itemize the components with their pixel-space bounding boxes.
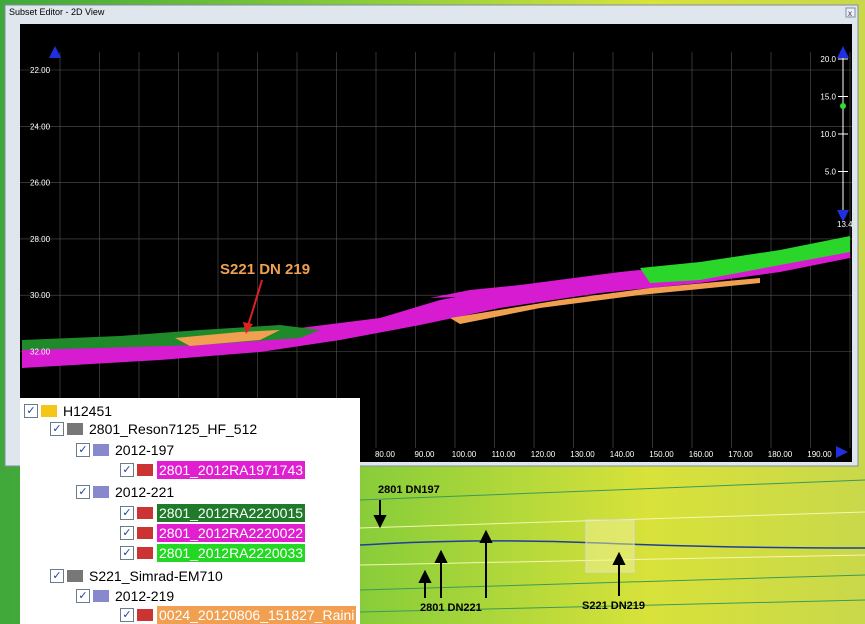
x-tick-label: 180.00	[768, 450, 793, 459]
tree-label[interactable]: 0024_20120806_151827_Raini	[157, 606, 356, 624]
tree-label[interactable]: 2012-197	[113, 441, 176, 459]
window-title: Subset Editor - 2D View	[9, 7, 105, 17]
tree-label[interactable]: 2801_Reson7125_HF_512	[87, 420, 259, 438]
checkbox[interactable]: ✓	[24, 404, 38, 418]
tree-item[interactable]: ✓ 2801_Reson7125_HF_512	[50, 420, 259, 438]
scale-label: 15.0	[820, 93, 836, 102]
tree-icon	[137, 507, 153, 519]
x-tick-label: 80.00	[375, 450, 396, 459]
x-tick-label: 100.00	[452, 450, 477, 459]
checkbox[interactable]: ✓	[120, 463, 134, 477]
tree-icon	[93, 444, 109, 456]
tree-icon	[137, 464, 153, 476]
map-annotation: S221 DN219	[582, 600, 645, 612]
tree-icon	[41, 405, 57, 417]
checkbox[interactable]: ✓	[76, 589, 90, 603]
tree-item[interactable]: ✓ 2801_2012RA1971743	[120, 461, 305, 479]
tree-icon	[67, 570, 83, 582]
scale-value: 13.4	[837, 220, 853, 229]
checkbox[interactable]: ✓	[76, 485, 90, 499]
tree-icon	[93, 486, 109, 498]
y-tick-label: 30.00	[30, 291, 51, 300]
x-tick-label: 140.00	[610, 450, 635, 459]
y-tick-label: 22.00	[30, 66, 51, 75]
checkbox[interactable]: ✓	[120, 546, 134, 560]
checkbox[interactable]: ✓	[120, 506, 134, 520]
tree-panel: ✓ H12451 ✓ 2801_Reson7125_HF_512 ✓ 2012-197 ✓ 2…	[20, 398, 360, 624]
checkbox[interactable]: ✓	[120, 608, 134, 622]
tree-item[interactable]: ✓ 2801_2012RA2220022	[120, 524, 305, 542]
tree-icon	[93, 590, 109, 602]
tree-label[interactable]: 2801_2012RA2220033	[157, 544, 305, 562]
y-tick-label: 24.00	[30, 122, 51, 131]
tree-label[interactable]: 2801_2012RA2220015	[157, 504, 305, 522]
plot-annotation: S221 DN 219	[220, 261, 310, 278]
tree-icon	[137, 547, 153, 559]
tree-item[interactable]: ✓ H12451	[24, 402, 114, 420]
tree-item[interactable]: ✓ 2801_2012RA2220015	[120, 504, 305, 522]
tree-icon	[137, 527, 153, 539]
tree-label[interactable]: H12451	[61, 402, 114, 420]
y-tick-label: 28.00	[30, 235, 51, 244]
x-tick-label: 130.00	[570, 450, 595, 459]
tree-item[interactable]: ✓ 0024_20120806_151827_Raini	[120, 606, 356, 624]
x-tick-label: 190.00	[807, 450, 832, 459]
map-annotation: 2801 DN221	[420, 602, 482, 614]
x-tick-label: 150.00	[649, 450, 674, 459]
tree-item[interactable]: ✓ 2801_2012RA2220033	[120, 544, 305, 562]
tree-item[interactable]: ✓ 2012-219	[76, 587, 176, 605]
map-annotation: 2801 DN197	[378, 484, 440, 496]
x-tick-label: 160.00	[689, 450, 714, 459]
scale-label: 10.0	[820, 130, 836, 139]
tree-label[interactable]: 2801_2012RA1971743	[157, 461, 305, 479]
x-tick-label: 110.00	[492, 450, 516, 459]
x-tick-label: 170.00	[728, 450, 753, 459]
close-icon[interactable]: x	[848, 9, 852, 18]
scale-label: 5.0	[825, 168, 837, 177]
tree-item[interactable]: ✓ 2012-197	[76, 441, 176, 459]
tree-label[interactable]: S221_Simrad-EM710	[87, 567, 225, 585]
page: 2801 DN197 2801 DN221 S221 DN219 Subset …	[0, 0, 865, 624]
checkbox[interactable]: ✓	[50, 422, 64, 436]
checkbox[interactable]: ✓	[50, 569, 64, 583]
tree-label[interactable]: 2012-221	[113, 483, 176, 501]
checkbox[interactable]: ✓	[120, 526, 134, 540]
checkbox[interactable]: ✓	[76, 443, 90, 457]
tree-icon	[137, 609, 153, 621]
x-tick-label: 90.00	[414, 450, 435, 459]
tree-item[interactable]: ✓ S221_Simrad-EM710	[50, 567, 225, 585]
x-tick-label: 120.00	[531, 450, 556, 459]
scale-label: 20.0	[820, 55, 836, 64]
plot-area	[20, 24, 852, 462]
tree-icon	[67, 423, 83, 435]
y-tick-label: 26.00	[30, 179, 51, 188]
tree-label[interactable]: 2012-219	[113, 587, 176, 605]
y-tick-label: 32.00	[30, 348, 51, 357]
tree-label[interactable]: 2801_2012RA2220022	[157, 524, 305, 542]
tree-item[interactable]: ✓ 2012-221	[76, 483, 176, 501]
